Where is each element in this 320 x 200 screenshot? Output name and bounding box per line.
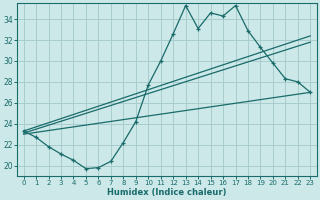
X-axis label: Humidex (Indice chaleur): Humidex (Indice chaleur) xyxy=(107,188,227,197)
